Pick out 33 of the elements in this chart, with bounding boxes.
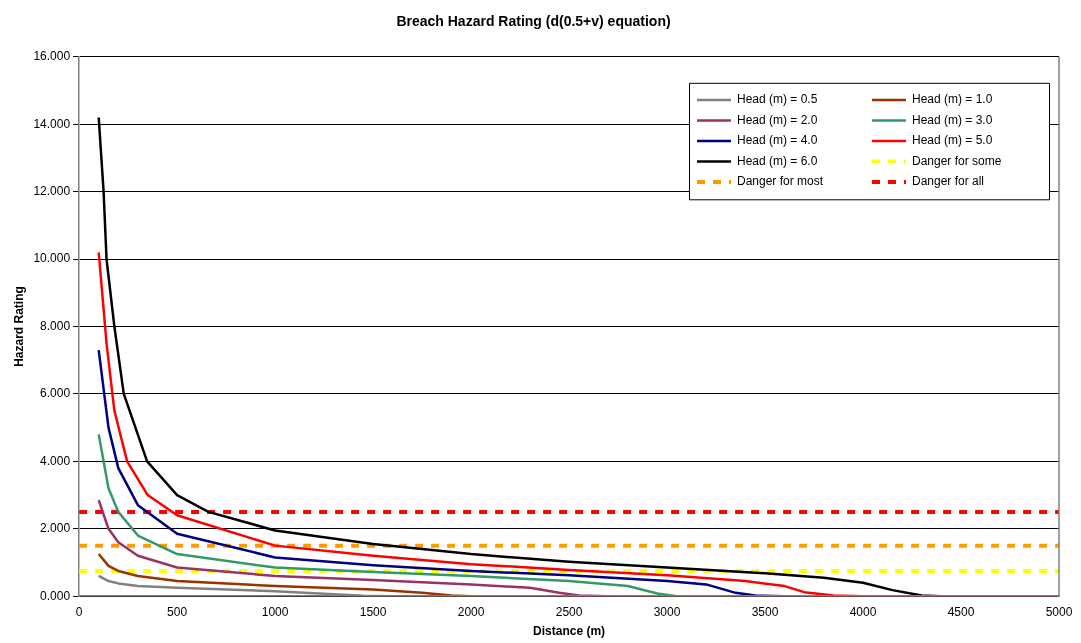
legend-label: Danger for most [737, 174, 824, 189]
y-tick-label: 10.000 [33, 251, 71, 266]
x-tick-label: 1000 [261, 604, 289, 619]
y-tick-label: 12.000 [33, 183, 71, 198]
legend-label: Head (m) = 5.0 [912, 133, 993, 148]
x-tick-label: 4500 [947, 604, 975, 619]
y-tick-label: 8.000 [40, 318, 71, 333]
legend-label: Head (m) = 3.0 [912, 112, 993, 127]
legend-label: Danger for all [912, 174, 985, 189]
y-tick-label: 14.000 [33, 116, 71, 131]
legend-label: Head (m) = 2.0 [737, 112, 818, 127]
y-tick-label: 0.000 [40, 588, 71, 603]
y-tick-label: 6.000 [40, 386, 71, 401]
x-axis-title: Distance (m) [533, 624, 606, 639]
x-tick-label: 2000 [457, 604, 485, 619]
legend-label: Head (m) = 0.5 [737, 92, 818, 107]
x-tick-label: 1500 [359, 604, 387, 619]
x-tick-label: 3000 [653, 604, 681, 619]
y-axis-title: Hazard Rating [11, 286, 26, 367]
legend-label: Head (m) = 4.0 [737, 133, 818, 148]
x-tick-label: 4000 [849, 604, 877, 619]
y-tick-label: 16.000 [33, 49, 71, 64]
x-tick-label: 0 [75, 604, 83, 619]
x-tick-label: 2500 [555, 604, 583, 619]
x-tick-label: 500 [167, 604, 188, 619]
x-tick-label: 5000 [1045, 604, 1073, 619]
y-tick-label: 2.000 [40, 521, 71, 536]
x-tick-label: 3500 [751, 604, 779, 619]
legend-label: Head (m) = 1.0 [912, 92, 993, 107]
legend-label: Head (m) = 6.0 [737, 153, 818, 168]
legend-label: Danger for some [912, 153, 1002, 168]
chart-title: Breach Hazard Rating (d(0.5+v) equation) [396, 13, 671, 30]
y-tick-label: 4.000 [40, 453, 71, 468]
